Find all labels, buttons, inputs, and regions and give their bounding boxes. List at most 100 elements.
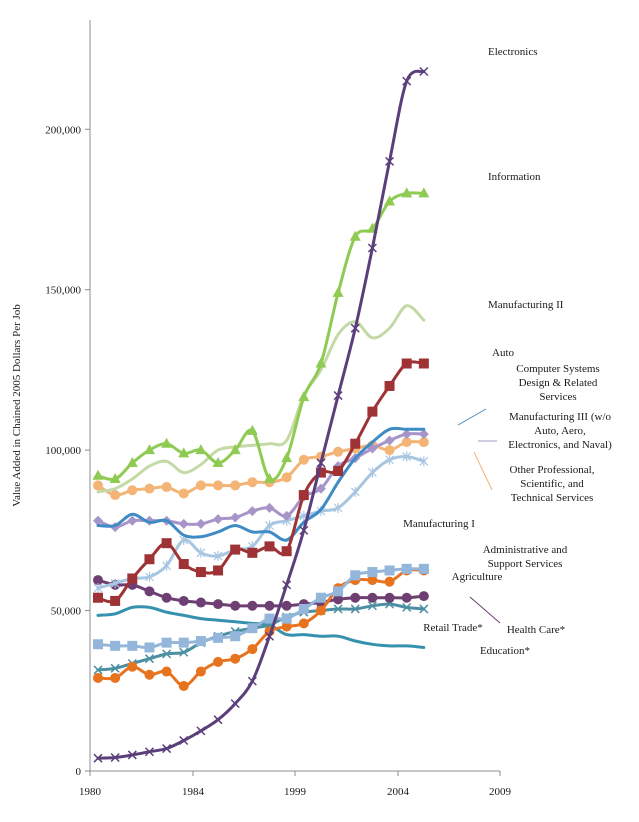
series-label-education: Education*	[480, 645, 530, 657]
auto-point	[418, 358, 429, 369]
agriculture-point	[298, 618, 309, 629]
series-information	[92, 187, 430, 484]
y-axis-title: Value Added in Chained 2005 Dollars Per …	[11, 304, 23, 507]
series-labels: Electronics Information Manufacturing II Au…	[403, 46, 612, 657]
manufacturing-i-point	[350, 486, 360, 497]
health-care-point	[230, 600, 241, 611]
auto-point	[350, 438, 361, 449]
y-tick-label: 50,000	[51, 606, 82, 618]
health-care-point	[281, 600, 292, 611]
information-point	[384, 195, 396, 206]
auto-point	[161, 538, 172, 549]
y-tick-label: 200,000	[45, 124, 81, 136]
health-care-point	[350, 592, 361, 603]
information-point	[401, 187, 413, 198]
information-point	[246, 424, 258, 435]
retail-trade-point	[333, 604, 343, 614]
other-professional-scientific-and-technical-services-point	[230, 480, 241, 491]
auto-point	[367, 406, 378, 417]
administrative-and-support-services-point	[247, 623, 258, 634]
auto-point	[247, 547, 258, 558]
information-point	[349, 230, 361, 241]
auto-point	[384, 380, 395, 391]
retail-trade-point	[110, 663, 120, 673]
series-line-manufacturing-ii	[96, 304, 426, 494]
health-care-point	[367, 592, 378, 603]
health-care-point	[384, 592, 395, 603]
auto-point	[213, 565, 224, 576]
administrative-and-support-services-point	[401, 563, 412, 574]
agriculture-point	[315, 605, 326, 616]
agriculture-point	[110, 672, 121, 683]
manufacturing-iii-w-o-auto-aero-electronics-and-naval-point	[264, 502, 275, 513]
electronics-point	[299, 525, 309, 535]
series-computer-systems-design-related-services	[96, 426, 426, 542]
other-professional-scientific-and-technical-services-point	[298, 454, 309, 465]
manufacturing-i-point	[162, 560, 172, 571]
manufacturing-i-point	[213, 551, 223, 562]
health-care-point	[213, 599, 224, 610]
retail-trade-point	[350, 604, 360, 614]
manufacturing-iii-w-o-auto-aero-electronics-and-naval-point	[213, 514, 224, 525]
other-professional-scientific-and-technical-services-point	[93, 480, 103, 491]
administrative-and-support-services-point	[110, 640, 121, 651]
administrative-and-support-services-point	[298, 603, 309, 614]
information-point	[92, 469, 104, 480]
auto-point	[264, 541, 275, 552]
administrative-and-support-services-point	[281, 613, 292, 624]
health-care-point	[401, 592, 412, 603]
series-auto	[93, 358, 429, 606]
administrative-and-support-services-point	[213, 632, 224, 643]
health-care-point	[161, 592, 172, 603]
administrative-and-support-services-point	[127, 640, 138, 651]
electronics-point	[282, 580, 292, 590]
agriculture-point	[144, 669, 155, 680]
agriculture-point	[247, 644, 258, 655]
information-point	[143, 444, 155, 455]
information-point	[264, 473, 275, 484]
information-point	[298, 391, 310, 402]
manufacturing-iii-w-o-auto-aero-electronics-and-naval-point	[230, 512, 241, 523]
electronics-point	[213, 715, 223, 725]
manufacturing-iii-w-o-auto-aero-electronics-and-naval-point	[401, 429, 412, 440]
other-professional-scientific-and-technical-services-point	[384, 445, 395, 456]
series-label-auto: Auto	[492, 347, 515, 359]
administrative-and-support-services-point	[333, 586, 344, 597]
electronics-point	[264, 631, 275, 641]
other-professional-scientific-and-technical-services-point	[110, 490, 121, 501]
information-point	[178, 447, 190, 458]
retail-trade-point	[179, 647, 189, 657]
auto-point	[93, 592, 103, 603]
administrative-and-support-services-point	[384, 565, 395, 576]
retail-trade-point	[144, 654, 154, 664]
information-point	[195, 444, 207, 455]
administrative-and-support-services-point	[195, 636, 206, 647]
health-care-point	[247, 600, 258, 611]
y-tick-label: 100,000	[45, 445, 81, 457]
series-health-care	[93, 575, 429, 611]
leader-line-health-care	[469, 596, 501, 624]
manufacturing-iii-w-o-auto-aero-electronics-and-naval-point	[418, 429, 429, 440]
information-point	[161, 437, 173, 448]
other-professional-scientific-and-technical-services-point	[333, 446, 344, 457]
other-professional-scientific-and-technical-services-point	[178, 488, 189, 499]
manufacturing-iii-w-o-auto-aero-electronics-and-naval-point	[195, 518, 206, 529]
auto-point	[298, 490, 309, 501]
administrative-and-support-services-point	[230, 631, 241, 642]
information-point	[418, 187, 430, 198]
series-line-computer-systems-design-related-services	[96, 426, 426, 542]
information-point	[212, 456, 224, 467]
retail-trade-point	[93, 665, 103, 675]
health-care-point	[93, 575, 103, 586]
other-professional-scientific-and-technical-services-point	[213, 480, 224, 491]
information-point	[332, 286, 344, 297]
auto-point	[401, 358, 412, 369]
other-professional-scientific-and-technical-services-point	[195, 480, 206, 491]
information-point	[229, 444, 241, 455]
manufacturing-i-point	[419, 456, 429, 467]
agriculture-point	[281, 621, 292, 632]
administrative-and-support-services-point	[350, 570, 361, 581]
agriculture-point	[213, 656, 224, 667]
other-professional-scientific-and-technical-services-point	[401, 437, 412, 448]
